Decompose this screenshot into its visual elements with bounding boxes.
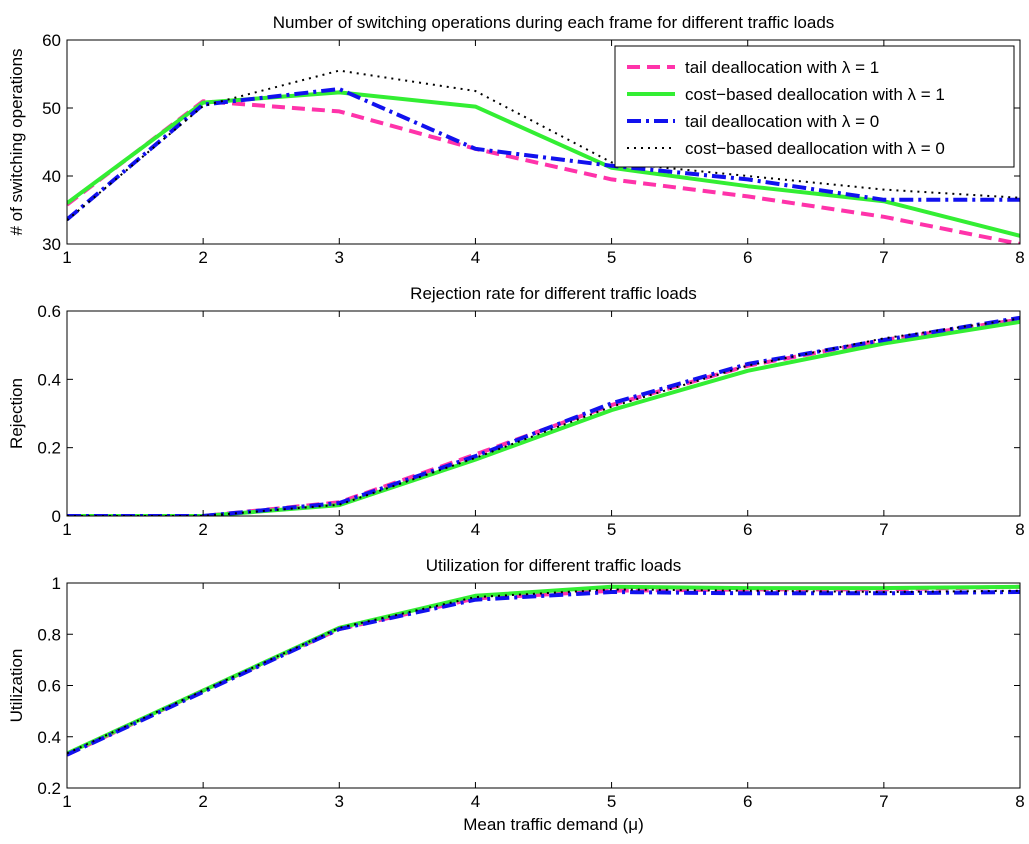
y-tick-label: 0.6 (37, 302, 61, 321)
x-tick-label: 8 (1015, 520, 1024, 539)
x-tick-label: 1 (62, 792, 71, 811)
x-tick-label: 1 (62, 520, 71, 539)
x-tick-label: 6 (743, 248, 752, 267)
y-tick-label: 0.2 (37, 439, 61, 458)
chart-2: Rejection rate for different traffic loa… (7, 284, 1025, 539)
y-tick-label: 30 (42, 235, 61, 254)
plot-frame (66, 39, 1021, 245)
series-line-3 (67, 87, 1020, 222)
x-tick-label: 8 (1015, 248, 1024, 267)
x-tick-label: 3 (335, 248, 344, 267)
series-line-4 (67, 317, 1020, 516)
series-line-4 (67, 588, 1020, 755)
x-tick-label: 7 (879, 520, 888, 539)
x-tick-label: 3 (335, 792, 344, 811)
x-axis-label: Mean traffic demand (μ) (463, 815, 644, 834)
plot-frame (66, 310, 1021, 517)
x-tick-label: 8 (1015, 792, 1024, 811)
x-tick-label: 2 (198, 792, 207, 811)
x-tick-label: 5 (607, 520, 616, 539)
series-line-1 (67, 584, 1020, 757)
y-axis-label: Utilization (7, 649, 26, 723)
y-tick-label: 0.4 (37, 728, 61, 747)
series-line-4 (67, 69, 1020, 221)
x-tick-label: 4 (471, 248, 480, 267)
legend: tail deallocation with λ = 1 cost−based d… (614, 45, 1015, 168)
x-tick-label: 7 (879, 248, 888, 267)
x-tick-label: 6 (743, 792, 752, 811)
series-line-2 (67, 319, 1020, 516)
chart-title: Rejection rate for different traffic loa… (410, 284, 697, 303)
x-tick-label: 6 (743, 520, 752, 539)
x-tick-label: 4 (471, 520, 480, 539)
chart-3: Utilization for different traffic loads 1… (7, 556, 1025, 834)
legend-entry-label: cost−based deallocation with λ = 0 (685, 139, 945, 158)
y-tick-label: 0.6 (37, 677, 61, 696)
y-tick-label: 0.2 (37, 779, 61, 798)
series-line-1 (67, 317, 1020, 516)
y-tick-label: 50 (42, 99, 61, 118)
x-tick-label: 5 (607, 792, 616, 811)
legend-entry-label: tail deallocation with λ = 1 (685, 58, 879, 77)
y-tick-label: 1 (52, 574, 61, 593)
y-tick-label: 0.8 (37, 625, 61, 644)
chart-title: Utilization for different traffic loads (426, 556, 681, 575)
series-line-3 (67, 315, 1020, 516)
x-tick-label: 2 (198, 520, 207, 539)
series-line-3 (67, 590, 1020, 757)
chart-1: Number of switching operations during ea… (7, 13, 1025, 267)
y-tick-label: 0.4 (37, 370, 61, 389)
y-axis-label: # of switching operations (7, 48, 26, 235)
x-tick-label: 5 (607, 248, 616, 267)
x-tick-label: 1 (62, 248, 71, 267)
legend-box (614, 45, 1015, 168)
y-axis-label: Rejection (7, 378, 26, 449)
series-line-1 (67, 99, 1020, 244)
legend-entry-label: tail deallocation with λ = 0 (685, 112, 879, 131)
x-tick-label: 2 (198, 248, 207, 267)
legend-entry-label: cost−based deallocation with λ = 1 (685, 85, 945, 104)
chart-title: Number of switching operations during ea… (273, 13, 835, 32)
y-tick-label: 40 (42, 167, 61, 186)
series-line-2 (67, 584, 1020, 756)
y-tick-label: 60 (42, 31, 61, 50)
x-tick-label: 4 (471, 792, 480, 811)
x-tick-label: 7 (879, 792, 888, 811)
x-tick-label: 3 (335, 520, 344, 539)
y-tick-label: 0 (52, 507, 61, 526)
